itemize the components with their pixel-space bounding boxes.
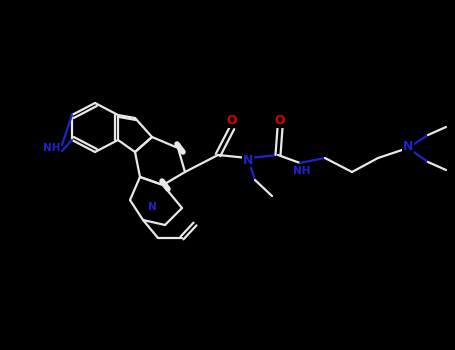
- Text: NH: NH: [293, 166, 311, 176]
- Text: NH: NH: [43, 143, 61, 153]
- Text: O: O: [227, 114, 238, 127]
- Text: O: O: [275, 114, 285, 127]
- Text: N: N: [243, 154, 253, 167]
- Text: N: N: [147, 202, 157, 212]
- Text: N: N: [403, 140, 413, 153]
